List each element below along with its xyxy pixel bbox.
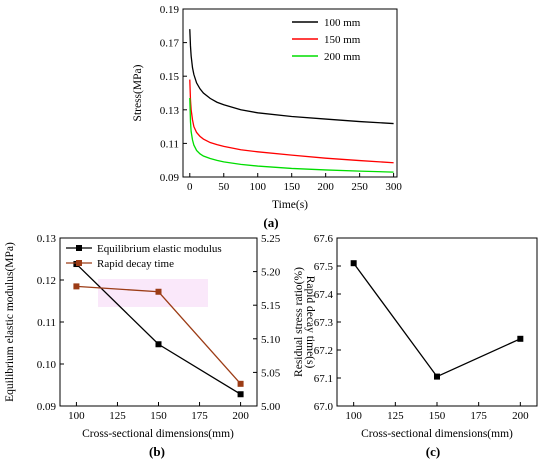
series-line-0 <box>189 29 394 125</box>
x-tick-label: 150 <box>283 181 300 193</box>
legend-label: Equilibrium elastic modulus <box>97 243 222 255</box>
chart-c-ylabel: Residual stress ratio(%) <box>293 267 305 377</box>
y-tick-label: 67.2 <box>314 345 333 357</box>
y-tick-label: 0.11 <box>37 317 56 329</box>
x-tick-label: 300 <box>385 181 402 193</box>
y-tick-label: 0.11 <box>160 138 179 150</box>
x-tick-label: 175 <box>470 410 487 422</box>
chart-a-ticks: 0 50 100 150 200 250 300 0.09 0.11 0.13 0.15 0.17 0.… <box>160 4 403 193</box>
data-point <box>350 260 357 267</box>
data-point <box>434 373 440 380</box>
y-tick-label: 0.19 <box>160 4 180 16</box>
legend-label: 100 mm <box>324 17 361 29</box>
legend-label: 200 mm <box>324 51 361 63</box>
y-tick-label: 0.17 <box>160 38 180 50</box>
x-tick-label: 200 <box>317 181 334 193</box>
legend-marker <box>76 245 82 251</box>
x-tick-label: 150 <box>429 410 446 422</box>
x-tick-label: 125 <box>109 410 126 422</box>
chart-b-panel-label: (b) <box>149 444 165 459</box>
data-point <box>73 283 80 290</box>
legend-label: 150 mm <box>324 34 361 46</box>
data-point <box>155 341 162 348</box>
y-tick-label: 67.0 <box>314 401 334 413</box>
y-tick-label: 67.3 <box>314 317 334 329</box>
chart-c-panel-label: (c) <box>426 444 440 459</box>
x-tick-label: 200 <box>512 410 529 422</box>
y-tick-label: 0.13 <box>37 233 57 245</box>
x-tick-label: 100 <box>249 181 266 193</box>
x-tick-label: 50 <box>218 181 230 193</box>
x-tick-label: 200 <box>232 410 249 422</box>
y-tick-label: 0.09 <box>37 401 57 413</box>
chart-a-lines <box>189 29 394 173</box>
chart-a-frame <box>182 8 398 178</box>
y-tick-label: 0.15 <box>160 71 180 83</box>
chart-b: 100 125 150 175 200 0.09 0.10 0.11 0.12 0.13 5.00 5… <box>4 233 316 459</box>
y-tick-label: 67.5 <box>314 261 334 273</box>
chart-a-ylabel: Stress(MPa) <box>132 64 144 121</box>
x-tick-label: 175 <box>191 410 208 422</box>
x-tick-label: 250 <box>351 181 368 193</box>
chart-a-xlabel: Time(s) <box>272 199 308 211</box>
y-right-tick-label: 5.00 <box>261 401 281 413</box>
series-line-1 <box>189 79 394 164</box>
y-tick-label: 0.10 <box>37 359 57 371</box>
chart-b-ylabel-right: Rapid decay time(s) <box>304 276 316 369</box>
x-tick-label: 100 <box>68 410 85 422</box>
chart-b-highlight <box>98 279 208 307</box>
series-line-2 <box>189 98 394 173</box>
x-tick-label: 100 <box>345 410 362 422</box>
chart-c-xlabel: Cross-sectional dimensions(mm) <box>361 428 513 440</box>
y-right-tick-label: 5.25 <box>261 233 281 245</box>
chart-b-legend: Equilibrium elastic modulus Rapid decay t… <box>66 243 222 270</box>
chart-b-ticks: 100 125 150 175 200 0.09 0.10 0.11 0.12 0.13 5.00 5… <box>37 233 281 422</box>
x-tick-label: 0 <box>187 181 193 193</box>
data-point <box>237 391 244 398</box>
x-tick-label: 150 <box>150 410 167 422</box>
chart-b-xlabel: Cross-sectional dimensions(mm) <box>82 428 234 440</box>
chart-a-panel-label: (a) <box>263 215 278 230</box>
legend-label: Rapid decay time <box>97 258 174 270</box>
data-point <box>237 380 244 387</box>
chart-b-ylabel: Equilibrium elastic modulus(MPa) <box>4 242 16 402</box>
chart-a: 0 50 100 150 200 250 300 0.09 0.11 0.13 0.15 0.17 0.… <box>132 4 402 230</box>
chart-c-ticks: 100 125 150 175 200 67.0 67.1 67.2 67.3 67.4 67.5 6… <box>314 233 529 422</box>
y-right-tick-label: 5.10 <box>261 334 281 346</box>
y-tick-label: 0.13 <box>160 105 180 117</box>
chart-a-legend: 100 mm 150 mm 200 mm <box>292 17 361 63</box>
y-right-tick-label: 5.05 <box>261 367 281 379</box>
legend-marker <box>76 260 82 266</box>
chart-c: 100 125 150 175 200 67.0 67.1 67.2 67.3 67.4 67.5 6… <box>293 233 538 459</box>
y-right-tick-label: 5.20 <box>261 267 281 279</box>
chart-c-lines <box>350 260 524 380</box>
data-point <box>517 335 524 342</box>
y-tick-label: 0.09 <box>160 172 180 184</box>
y-tick-label: 0.12 <box>37 275 56 287</box>
series-line-0 <box>353 262 521 378</box>
chart-c-frame <box>336 237 538 407</box>
x-tick-label: 125 <box>387 410 404 422</box>
y-tick-label: 67.4 <box>314 289 334 301</box>
data-point <box>155 288 162 295</box>
y-right-tick-label: 5.15 <box>261 300 281 312</box>
y-tick-label: 67.1 <box>314 373 333 385</box>
y-tick-label: 67.6 <box>314 233 334 245</box>
